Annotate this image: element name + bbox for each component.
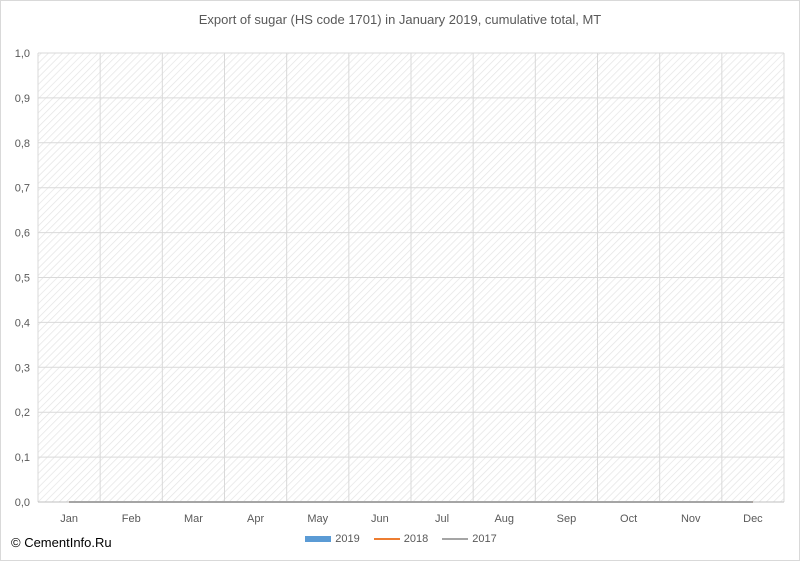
legend-item-2017: 2017: [442, 533, 497, 545]
x-tick-label: Aug: [494, 513, 514, 525]
x-tick-label: Oct: [620, 513, 637, 525]
y-tick-label: 0,2: [15, 407, 30, 419]
legend-swatch: [442, 538, 469, 540]
y-tick-label: 0,7: [15, 183, 30, 195]
legend-swatch: [373, 538, 400, 540]
x-tick-label: Mar: [184, 513, 203, 525]
x-tick-label: Apr: [247, 513, 264, 525]
legend-swatch: [305, 536, 332, 542]
x-tick-label: Jan: [60, 513, 78, 525]
legend-item-2019: 2019: [305, 533, 360, 545]
x-tick-label: Feb: [122, 513, 141, 525]
legend-item-2018: 2018: [373, 533, 429, 545]
x-tick-label: Sep: [557, 513, 577, 525]
y-tick-label: 0,5: [15, 273, 30, 285]
watermark: © CementInfo.Ru: [11, 535, 112, 550]
y-tick-label: 0,0: [15, 497, 30, 509]
x-tick-label: Dec: [743, 513, 763, 525]
x-tick-label: Nov: [681, 513, 701, 525]
x-tick-label: May: [307, 513, 328, 525]
y-tick-label: 0,8: [15, 138, 30, 150]
y-tick-label: 0,9: [15, 93, 30, 105]
x-tick-label: Jun: [371, 513, 389, 525]
y-tick-label: 0,1: [15, 452, 30, 464]
chart-title: Export of sugar (HS code 1701) in Januar…: [198, 12, 602, 27]
chart-legend: 2019 2018 2017: [1, 533, 800, 545]
y-tick-label: 0,4: [15, 317, 30, 329]
legend-label: 2017: [472, 533, 497, 545]
y-tick-label: 0,3: [15, 362, 30, 374]
legend-label: 2018: [403, 533, 429, 545]
y-tick-label: 1,0: [15, 48, 30, 60]
y-tick-label: 0,6: [15, 228, 30, 240]
legend-label: 2019: [335, 533, 360, 545]
x-tick-label: Jul: [435, 513, 449, 525]
